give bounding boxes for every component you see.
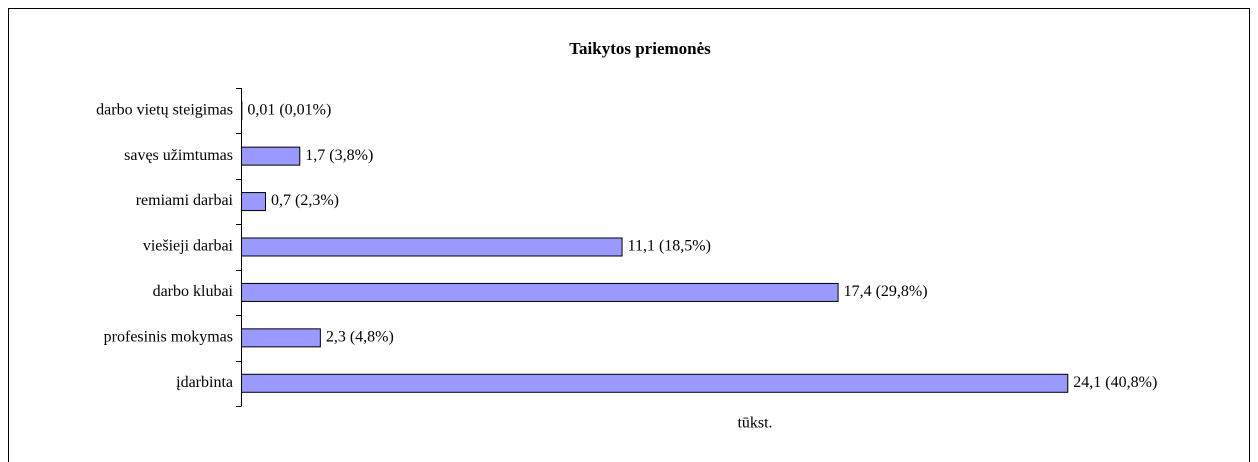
data-label: 11,1 (18,5%): [628, 238, 711, 255]
chart-title: Taikytos priemonės: [569, 39, 711, 58]
bar: [241, 146, 301, 166]
data-label: 1,7 (3,8%): [305, 147, 373, 164]
y-tick-label: savęs užimtumas: [124, 147, 233, 164]
y-tick-label: profesinis mokymas: [104, 329, 233, 346]
data-label: 24,1 (40,8%): [1073, 374, 1157, 391]
y-tick-label: darbo vietų steigimas: [96, 101, 233, 118]
chart-border: [8, 8, 1250, 462]
data-label: 17,4 (29,8%): [844, 283, 928, 300]
data-label: 0,01 (0,01%): [247, 101, 331, 118]
bar: [241, 282, 839, 302]
y-tick-label: darbo klubai: [153, 283, 234, 300]
y-tick-label: remiami darbai: [136, 192, 234, 209]
y-tick-label: įdarbinta: [176, 374, 233, 391]
bar: [241, 373, 1069, 393]
data-label: 2,3 (4,8%): [326, 329, 394, 346]
data-label: 0,7 (2,3%): [271, 192, 339, 209]
y-tick-label: viešieji darbai: [143, 238, 234, 255]
bar: [241, 328, 321, 348]
x-axis-label: tūkst.: [737, 415, 772, 432]
bar: [241, 192, 266, 212]
bar: [241, 237, 623, 257]
